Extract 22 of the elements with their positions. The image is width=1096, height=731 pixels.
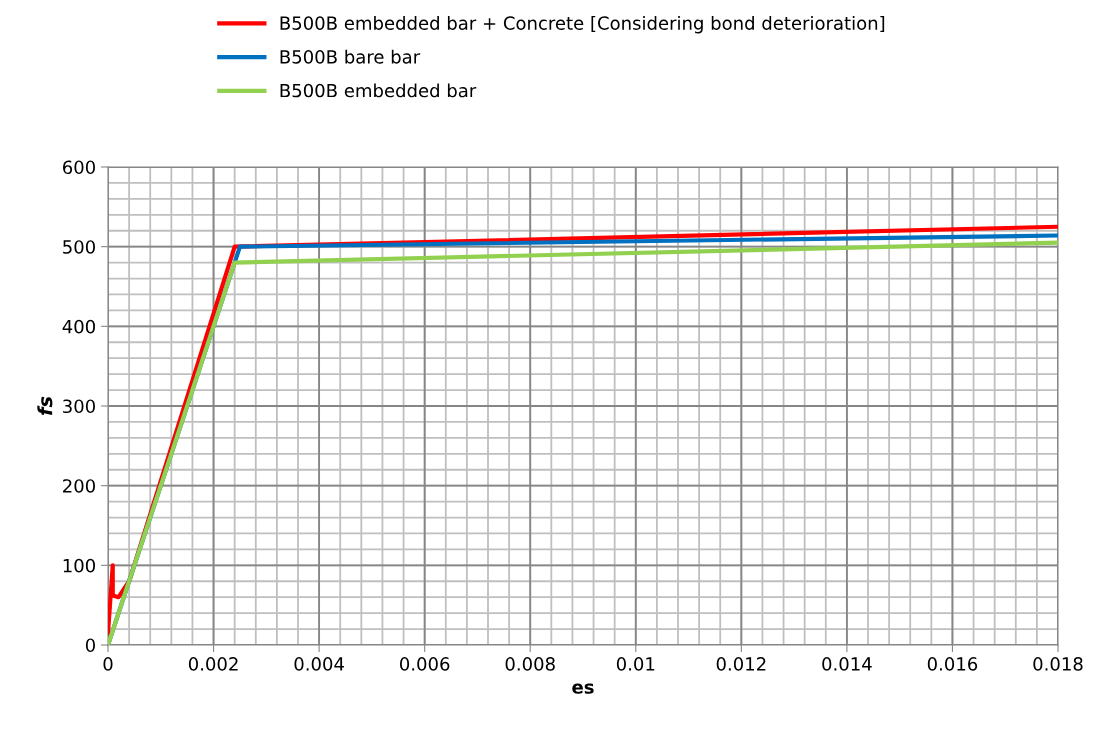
legend-label: B500B bare bar	[280, 49, 421, 64]
y-tick-label: 300	[63, 399, 95, 414]
x-tick-label: 0.006	[400, 657, 450, 671]
x-axis-title: es	[572, 683, 594, 694]
x-tick-label: 0.01	[616, 657, 655, 671]
y-tick-label: 600	[62, 160, 95, 175]
legend-label: B500B embedded bar	[280, 83, 477, 98]
y-tick-label: 400	[62, 319, 95, 334]
x-tick-label: 0	[103, 657, 113, 671]
y-tick-label: 0	[85, 638, 95, 653]
y-tick-label: 200	[63, 479, 95, 493]
x-tick-label: 0.016	[927, 657, 978, 671]
x-tick-label: 0.014	[822, 657, 872, 671]
legend-label: B500B embedded bar + Concrete [Considering bond deterioration]	[280, 15, 885, 34]
x-tick-label: 0.012	[716, 657, 766, 671]
y-tick-label: 500	[63, 240, 95, 254]
y-tick-label: 100	[63, 558, 95, 573]
y-axis-title: fs	[37, 396, 53, 416]
x-tick-label: 0.004	[294, 657, 344, 671]
x-tick-label: 0.018	[1033, 657, 1083, 671]
x-tick-label: 0.002	[188, 657, 238, 671]
x-tick-label: 0.008	[505, 657, 555, 671]
